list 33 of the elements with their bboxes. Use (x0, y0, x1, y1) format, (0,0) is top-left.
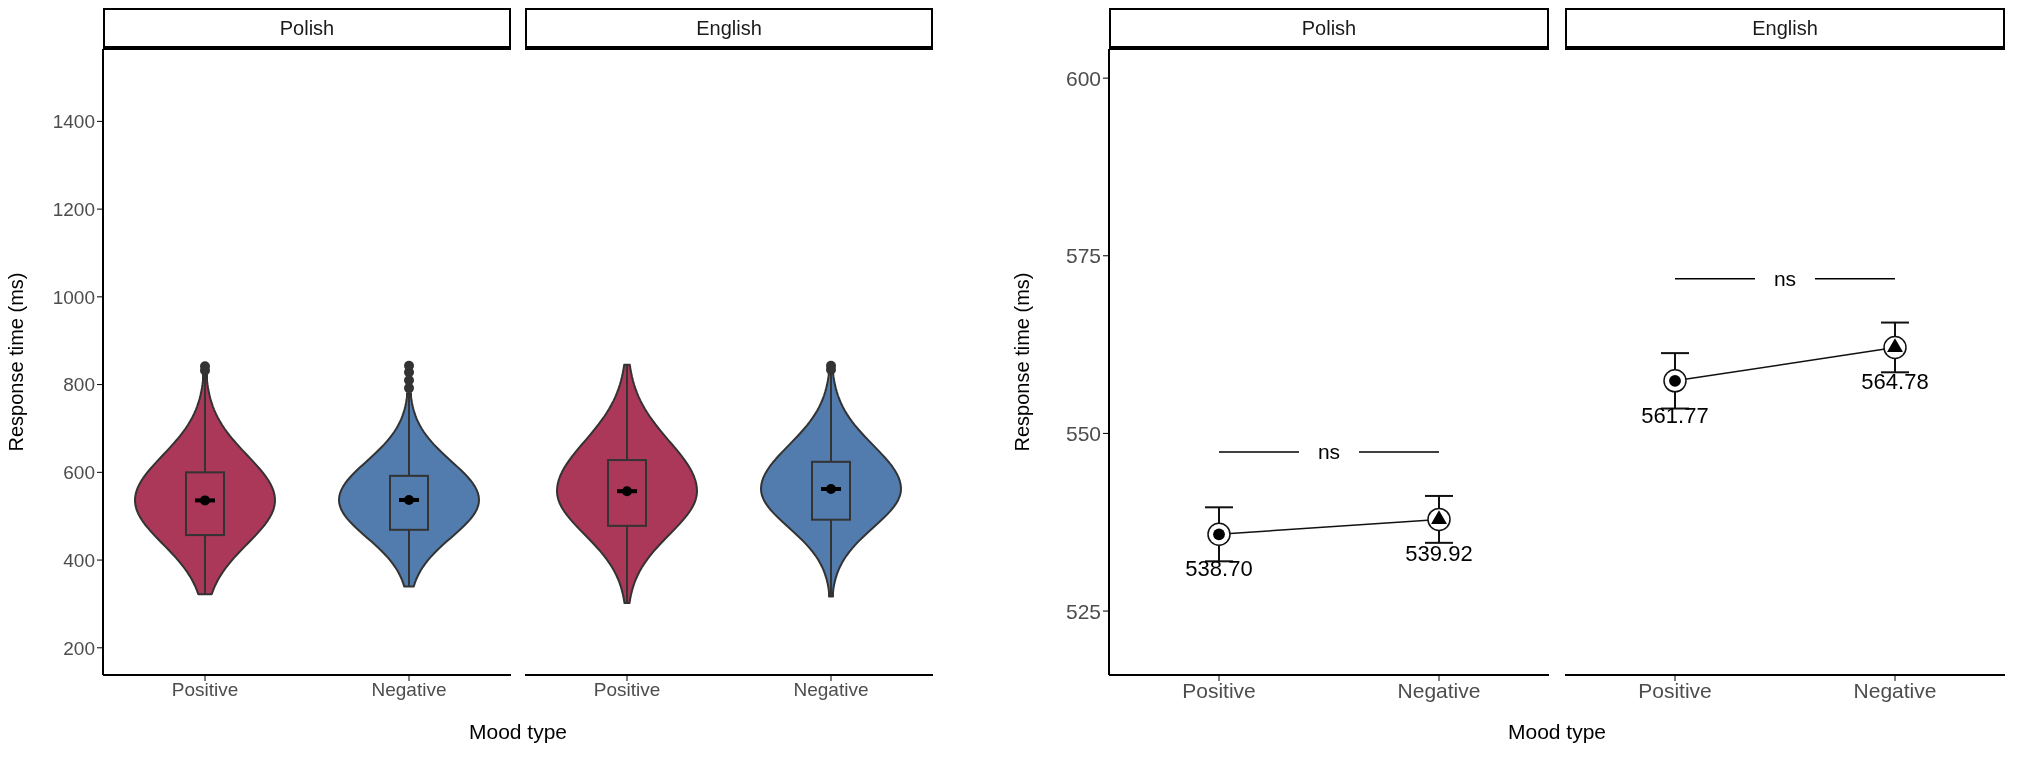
y-tick-label: 550 (1065, 421, 1101, 445)
annotation: ns (1317, 440, 1341, 464)
y-tick-label: 600 (1065, 66, 1101, 90)
x-tick-label: Positive (1182, 678, 1256, 702)
y-axis-title: Response time (ms) (5, 272, 28, 452)
annotation: 539.92 (1405, 541, 1473, 567)
chart-title: English (525, 8, 933, 48)
y-tick-label: 600 (63, 462, 95, 484)
annotation: 538.70 (1185, 556, 1253, 582)
y-tick-label: 1000 (52, 286, 95, 308)
y-tick-label: 200 (63, 637, 95, 659)
y-tick-label: 525 (1065, 599, 1101, 623)
x-axis-title: Mood type (467, 720, 569, 744)
annotation: 564.78 (1861, 369, 1929, 395)
chart-title: English (1565, 8, 2005, 48)
y-tick-label: 1400 (52, 111, 95, 133)
chart-title: Polish (1109, 8, 1549, 48)
chart-title: Polish (103, 8, 511, 48)
x-tick-label: Positive (171, 679, 239, 701)
annotation: ns (1773, 266, 1797, 290)
x-tick-label: Negative (1853, 678, 1937, 702)
y-tick-label: 400 (63, 549, 95, 571)
y-tick-label: 800 (63, 374, 95, 396)
y-axis-title: Response time (ms) (1011, 272, 1034, 452)
annotation: 561.77 (1641, 402, 1709, 428)
x-tick-label: Negative (371, 679, 447, 701)
x-tick-label: Positive (1638, 678, 1712, 702)
x-tick-label: Positive (593, 679, 661, 701)
x-axis-title: Mood type (1506, 720, 1608, 744)
x-tick-label: Negative (793, 679, 869, 701)
y-tick-label: 575 (1065, 244, 1101, 268)
y-tick-label: 1200 (52, 198, 95, 220)
x-tick-label: Negative (1397, 678, 1481, 702)
